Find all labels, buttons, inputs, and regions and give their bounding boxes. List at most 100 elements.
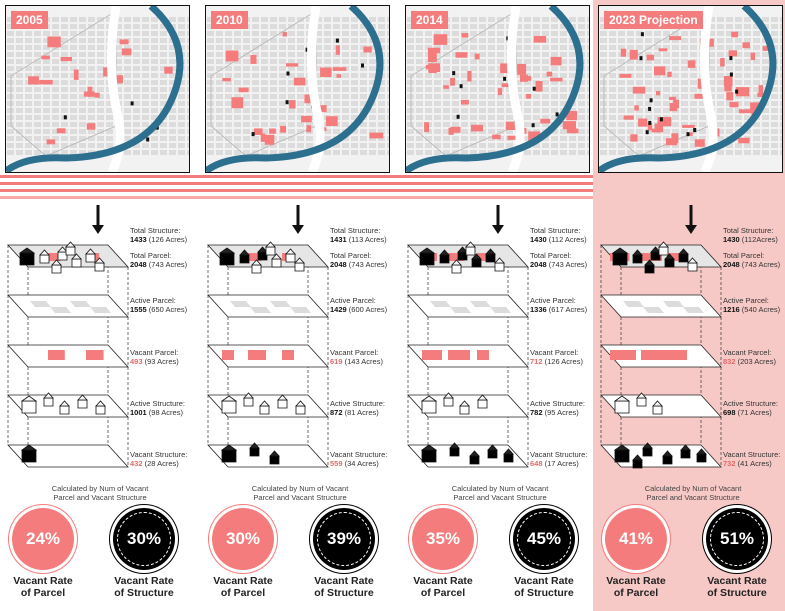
map-block	[16, 136, 23, 141]
map-block	[378, 38, 385, 43]
map-block	[279, 80, 286, 85]
map-block	[387, 150, 389, 155]
map-block	[425, 150, 432, 155]
map-block	[416, 143, 423, 148]
vacant-structure-building	[469, 455, 480, 465]
map-block	[735, 52, 742, 57]
map-block	[97, 73, 104, 78]
down-arrow-icon	[685, 205, 697, 234]
map-block	[690, 31, 697, 36]
map-block	[560, 101, 567, 106]
layer-plate	[407, 444, 529, 468]
building-roof	[20, 395, 38, 402]
map-block	[780, 115, 782, 120]
map-block	[479, 129, 486, 134]
map-block	[479, 66, 486, 71]
map-block	[151, 80, 158, 85]
map-block	[533, 94, 540, 99]
vacant-parcel-patch	[667, 350, 687, 360]
stat-total-parcel: Total Parcel: 2048 (743 Acres)	[130, 251, 188, 269]
map-block	[461, 24, 468, 29]
vacant-parcel-patch	[121, 48, 132, 56]
vacant-parcel-patch	[448, 350, 470, 360]
map-block	[560, 52, 567, 57]
map-block	[234, 38, 241, 43]
building-roof	[77, 394, 88, 401]
vacant-structure-patch	[640, 32, 644, 37]
map-block	[52, 101, 59, 106]
map-block	[681, 94, 688, 99]
map-block	[587, 52, 589, 57]
map-block	[690, 136, 697, 141]
vacant-parcel-patch	[671, 133, 679, 144]
map-block	[151, 73, 158, 78]
map-block	[524, 115, 531, 120]
map-block	[627, 31, 634, 36]
map-block	[160, 87, 167, 92]
map-block	[681, 129, 688, 134]
map-block	[416, 108, 423, 113]
map-block	[261, 66, 268, 71]
building-roof	[65, 241, 76, 248]
map-block	[288, 136, 295, 141]
map-block	[407, 17, 414, 22]
vacant-parcel-patch	[301, 115, 312, 123]
map-block	[479, 115, 486, 120]
map-block	[234, 45, 241, 50]
map-block	[681, 31, 688, 36]
map-block	[407, 136, 414, 141]
active-parcel-patch	[230, 301, 252, 307]
map-block	[378, 31, 385, 36]
map-block	[524, 38, 531, 43]
map-block	[216, 129, 223, 134]
map-block	[61, 143, 68, 148]
map-block	[133, 87, 140, 92]
map-block	[124, 115, 131, 120]
map-block	[43, 136, 50, 141]
map-block	[506, 115, 513, 120]
map-block	[369, 66, 376, 71]
map-block	[306, 136, 313, 141]
map-block	[97, 129, 104, 134]
map-block	[151, 59, 158, 64]
map-graphic	[599, 6, 782, 172]
map-block	[551, 45, 558, 50]
map-block	[708, 24, 715, 29]
map-block	[717, 24, 724, 29]
vacant-parcel-patch	[39, 79, 53, 85]
vacant-structure-building	[249, 447, 260, 457]
map-block	[360, 136, 367, 141]
map-block	[333, 59, 340, 64]
map-block	[133, 17, 140, 22]
active-structure-building	[459, 405, 470, 415]
top-vacant-parcel-patch	[248, 253, 262, 261]
map-block	[261, 108, 268, 113]
map-block	[216, 122, 223, 127]
building-roof	[295, 400, 306, 407]
map-block	[470, 115, 477, 120]
map-block	[542, 31, 549, 36]
map-block	[654, 136, 661, 141]
map-block	[315, 31, 322, 36]
map-block	[315, 59, 322, 64]
map-block	[636, 129, 643, 134]
map-block	[515, 24, 522, 29]
map-block	[288, 59, 295, 64]
map-block	[61, 94, 68, 99]
vacant-parcel-patch	[550, 77, 563, 82]
vacant-structure-building	[269, 455, 280, 465]
map-block	[216, 80, 223, 85]
map-block	[717, 66, 724, 71]
map-block	[369, 52, 376, 57]
map-block	[315, 66, 322, 71]
building-roof	[57, 246, 68, 253]
map-block	[7, 136, 14, 141]
map-block	[306, 101, 313, 106]
map-block	[425, 80, 432, 85]
active-parcel-patch	[70, 301, 92, 307]
map-block	[645, 143, 652, 148]
map-block	[578, 129, 585, 134]
map-block	[151, 94, 158, 99]
vacant-structure-building	[419, 252, 435, 266]
map-block	[654, 73, 661, 78]
